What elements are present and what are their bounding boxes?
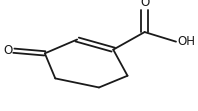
Text: O: O bbox=[4, 44, 13, 57]
Text: O: O bbox=[140, 0, 149, 9]
Text: OH: OH bbox=[177, 35, 195, 48]
